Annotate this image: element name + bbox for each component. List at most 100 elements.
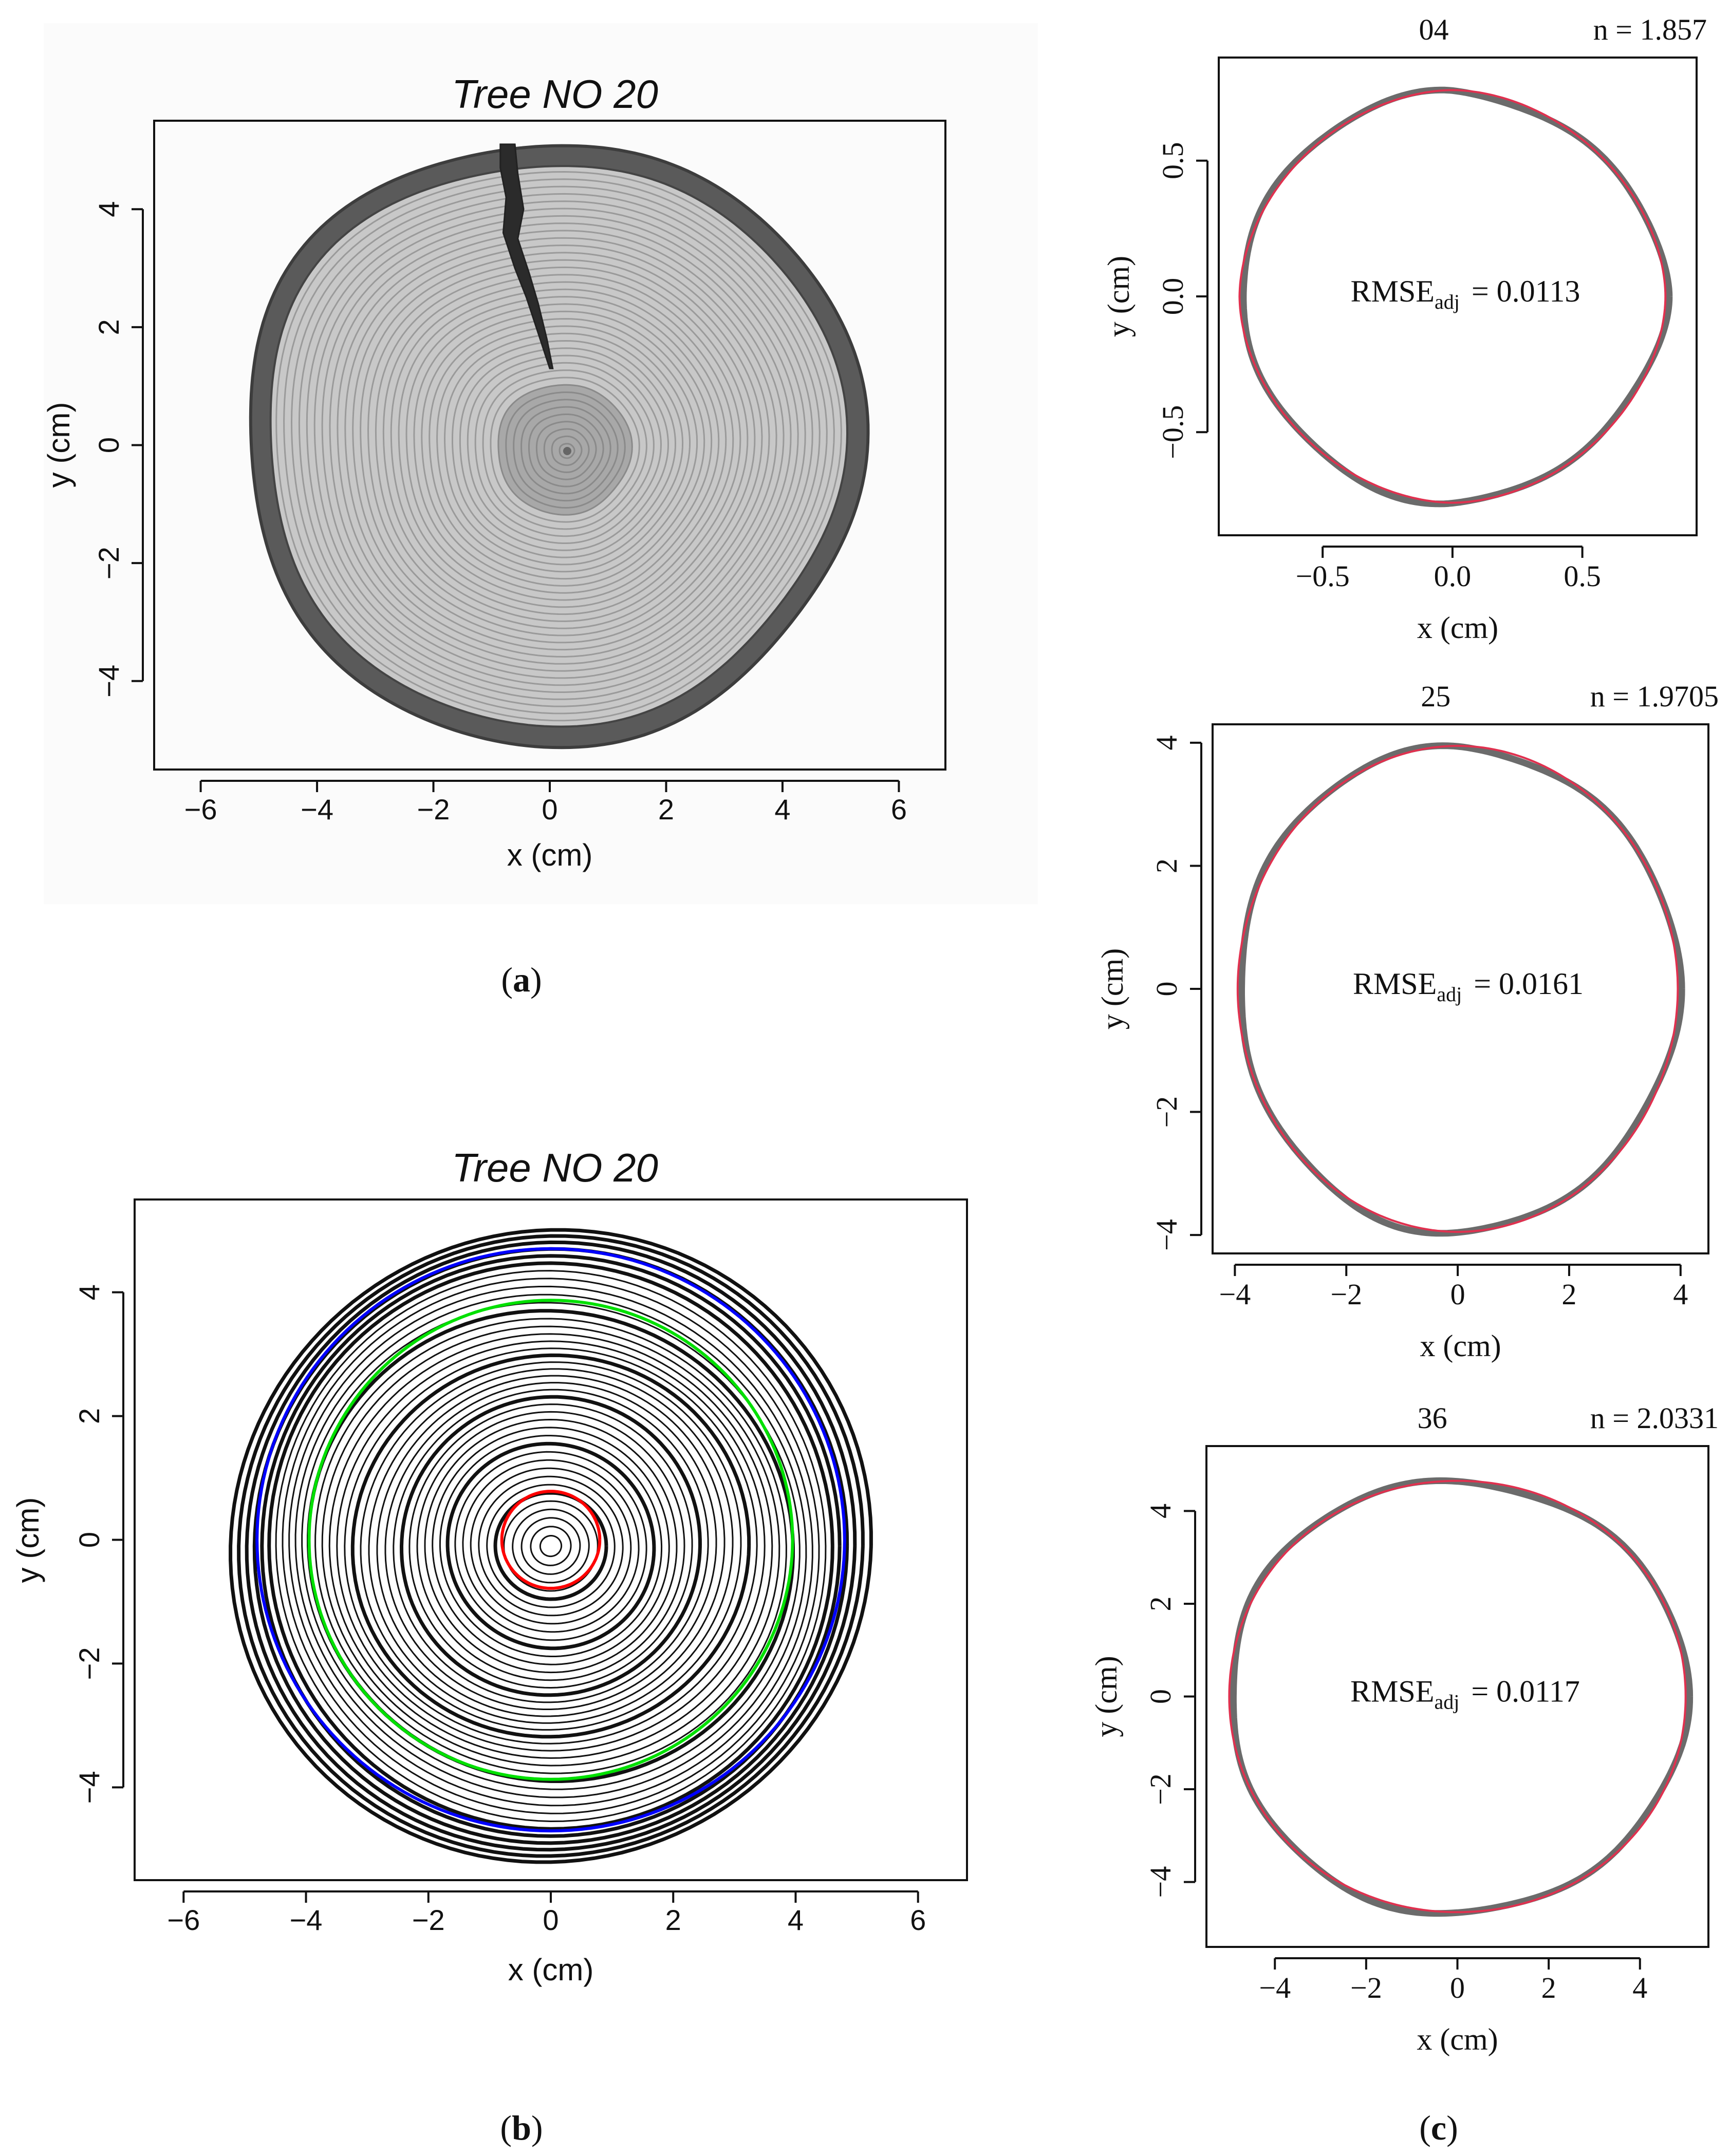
y-tick-label: −2 — [92, 547, 125, 579]
growth-ring — [283, 178, 835, 715]
panel-a-x-axis-label: x (cm) — [507, 838, 593, 872]
ring-boundary — [350, 1353, 751, 1739]
growth-ring — [360, 252, 763, 644]
ring-boundary — [245, 1240, 857, 1852]
y-tick-label: 2 — [1144, 1596, 1177, 1611]
x-tick-label: 2 — [658, 793, 674, 826]
growth-ring — [382, 274, 741, 622]
y-tick-label: 2 — [73, 1408, 105, 1424]
ring-boundary — [478, 1475, 624, 1617]
growth-ring — [459, 347, 669, 551]
y-axis-label: y (cm) — [1095, 948, 1129, 1029]
ring-boundary — [470, 1467, 632, 1625]
radial-crack — [499, 143, 554, 369]
pith — [563, 446, 571, 455]
ring-id-label: 04 — [1419, 13, 1449, 46]
exponent-n-label: n = 2.0331 — [1590, 1401, 1719, 1435]
ring-boundary — [336, 1340, 766, 1752]
panel-b-y-axis-label: y (cm) — [11, 1497, 45, 1583]
growth-ring — [467, 354, 662, 544]
y-tick-label: 4 — [92, 201, 125, 217]
growth-ring — [298, 193, 821, 700]
x-tick-label: −2 — [412, 1904, 445, 1936]
x-tick-label: −4 — [301, 793, 333, 826]
x-tick-label: −4 — [290, 1904, 323, 1936]
panel-b-x-axis-label: x (cm) — [508, 1953, 594, 1987]
x-tick-label: 2 — [1561, 1278, 1576, 1311]
highlighted-ring-36 — [255, 1247, 846, 1833]
rmse-prefix: RMSE — [1351, 274, 1435, 308]
ring-boundary — [454, 1451, 647, 1641]
x-tick-label: −6 — [184, 793, 217, 826]
x-tick-label: 0 — [1450, 1971, 1465, 2004]
growth-ring — [429, 318, 698, 580]
growth-ring — [306, 200, 813, 693]
rmse-adj-label: RMSEadj = 0.0117 — [1350, 1675, 1580, 1714]
y-axis-label: y (cm) — [1102, 256, 1136, 337]
ring-boundary — [445, 1441, 656, 1651]
ring-boundary — [520, 1517, 581, 1575]
growth-ring — [367, 259, 756, 636]
panel-a-plot-frame — [153, 120, 946, 771]
panel-a-tree-disc-photo: Tree NO 20 −6 −4 −2 0 2 4 6 −4 −2 0 2 4 x (cm) y (c… — [42, 23, 1038, 904]
ring-boundary — [301, 1302, 801, 1790]
x-tick-label: −4 — [1259, 1971, 1291, 2004]
x-axis-label: x (cm) — [1420, 1329, 1501, 1363]
caption-b-letter: b — [512, 2108, 531, 2147]
x-tick-label: 4 — [1632, 1971, 1647, 2004]
x-tick-label: 6 — [910, 1904, 926, 1936]
ring-boundary — [408, 1403, 693, 1689]
y-tick-label: 0 — [1150, 982, 1183, 997]
x-axis-label: x (cm) — [1417, 611, 1498, 645]
fitted-superellipse-curve — [1238, 89, 1667, 504]
ring-boundary — [282, 1278, 820, 1814]
growth-ring — [452, 340, 677, 558]
y-tick-label: −2 — [1150, 1096, 1183, 1128]
ring-boundary — [439, 1435, 663, 1657]
panel-b-axes: −6 −4 −2 0 2 4 6 −4 −2 0 2 4 — [73, 1284, 926, 1936]
growth-ring — [329, 222, 792, 672]
rmse-subscript: adj — [1434, 1691, 1459, 1714]
growth-ring — [290, 185, 828, 707]
growth-ring — [313, 208, 806, 686]
panel-b-plot-frame — [134, 1198, 968, 1881]
panel-c-ring-04: 04 n = 1.857 RMSEadj = 0.0113 −0.5 0.0 0.5 −0.… — [1102, 13, 1707, 645]
growth-ring — [436, 325, 691, 573]
ring-boundary-curves — [229, 1228, 873, 1864]
x-tick-label: 6 — [891, 793, 907, 826]
ring-boundary — [486, 1484, 616, 1608]
x-tick-label: 4 — [1673, 1278, 1688, 1311]
ring-boundary — [424, 1418, 678, 1674]
y-tick-label: 0.5 — [1156, 142, 1189, 180]
rmse-subscript: adj — [1437, 983, 1462, 1006]
panel-b-ring-boundaries: Tree NO 20 −6 −4 −2 0 2 4 6 −4 −2 0 2 4 x (cm) y (c… — [11, 1145, 968, 1987]
rmse-value: = 0.0113 — [1464, 274, 1580, 308]
panel-c-ring-36: 36 n = 2.0331 RMSEadj = 0.0117 −4 −2 0 2 4 −4 −2 0… — [1089, 1401, 1719, 2056]
x-tick-label: 0.5 — [1564, 559, 1601, 593]
ring-boundary — [288, 1285, 813, 1807]
panel-a-title: Tree NO 20 — [452, 71, 658, 117]
x-tick-label: 0 — [543, 1904, 559, 1936]
x-tick-label: 0 — [1450, 1278, 1465, 1311]
x-tick-label: 4 — [774, 793, 790, 826]
ring-boundary — [512, 1508, 590, 1584]
y-axis-label: y (cm) — [1089, 1656, 1123, 1737]
ring-boundary — [275, 1270, 827, 1823]
exponent-n-label: n = 1.857 — [1593, 13, 1707, 46]
ring-boundary — [260, 1254, 842, 1838]
x-tick-label: 0 — [542, 793, 557, 826]
rmse-prefix: RMSE — [1350, 1675, 1434, 1709]
ring-boundary — [416, 1411, 685, 1681]
rmse-adj-label: RMSEadj = 0.0161 — [1353, 967, 1584, 1006]
x-tick-label: −2 — [417, 793, 450, 826]
y-tick-label: −0.5 — [1156, 405, 1189, 459]
y-tick-label: −2 — [1144, 1773, 1177, 1805]
x-tick-label: 2 — [665, 1904, 681, 1936]
panel-c-ring-25: 25 n = 1.9705 RMSEadj = 0.0161 −4 −2 0 2 4 −4 −2 0… — [1095, 680, 1719, 1363]
y-tick-label: 0 — [73, 1532, 105, 1548]
fitted-superellipse-curve — [1228, 1479, 1687, 1914]
ring-boundary — [503, 1500, 599, 1592]
y-tick-label: 4 — [1144, 1504, 1177, 1518]
ring-boundary — [376, 1375, 726, 1717]
